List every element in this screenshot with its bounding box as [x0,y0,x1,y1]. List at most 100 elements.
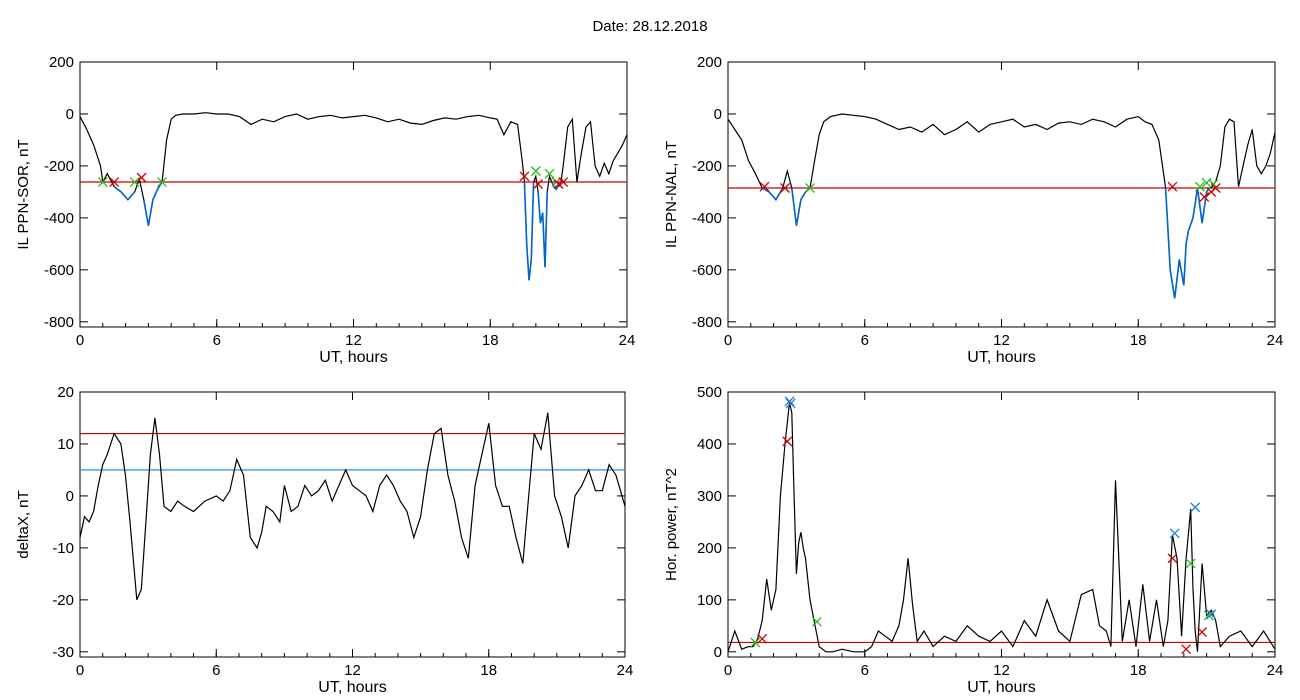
x-tick-label: 24 [1267,332,1284,349]
series-below-threshold [791,187,811,226]
y-tick-label: 0 [66,106,74,123]
y-tick-label: 100 [697,592,722,609]
x-tick-label: 0 [76,662,84,679]
series-below-threshold [1164,187,1212,299]
x-tick-label: 0 [724,662,732,679]
x-tick-label: 24 [617,662,634,679]
marker-blue [1169,528,1180,539]
y-tick-label: -30 [52,644,74,661]
x-tick-label: 6 [861,332,869,349]
marker-green [750,637,761,648]
y-tick-label: 0 [714,106,722,123]
marker-blue [1206,609,1217,620]
y-tick-label: -800 [692,314,722,331]
marker-red [1181,644,1192,655]
y-tick-label: 500 [697,384,722,401]
y-tick-label: -200 [44,158,74,175]
y-tick-label: 200 [697,54,722,71]
y-tick-label: -600 [44,262,74,279]
marker-green [530,166,541,177]
series-line [728,113,1275,299]
y-axis-label: IL PPN-NAL, nT [663,141,680,248]
x-tick-label: 18 [1130,332,1147,349]
y-tick-label: 200 [49,54,74,71]
plot-frame [727,61,1276,328]
plot-frame [727,391,1276,658]
y-tick-label: -600 [692,262,722,279]
marker-blue [785,398,796,409]
marker-green [157,177,168,187]
y-axis-label: Hor. power, nT^2 [663,468,680,581]
marker-red [136,172,147,183]
marker-red [757,633,768,644]
y-tick-label: -400 [44,210,74,227]
marker-red [533,179,544,190]
marker-red [1210,183,1221,193]
y-tick-label: 10 [57,436,74,453]
plot-frame [79,61,628,328]
x-tick-label: 12 [344,662,361,679]
series-line [728,402,1275,653]
chart-il-ppn-sor: 0 6 12 18 24 200 0 -200 -400 -600 -800 UT, hours IL … [15,54,635,366]
series-line [80,412,625,601]
marker-blue [1190,502,1201,513]
y-tick-label: 200 [697,540,722,557]
y-tick-label: -200 [692,158,722,175]
marker-red [558,177,569,187]
plot-frame [79,391,626,658]
marker-green [97,177,108,187]
series-below-threshold [113,186,136,201]
y-tick-label: -400 [692,210,722,227]
chart-hor-power: 0 6 12 18 24 500 400 300 200 100 0 UT, hours Hor. po… [663,384,1283,696]
x-axis-label: UT, hours [967,349,1035,366]
marker-green [1203,610,1214,621]
y-tick-label: 0 [714,644,722,661]
y-tick-label: 20 [57,384,74,401]
y-axis-label: deltaX, nT [15,490,32,558]
y-tick-label: -10 [52,540,74,557]
marker-green [129,177,140,187]
x-axis-label: UT, hours [319,349,387,366]
marker-red [1167,181,1178,192]
marker-green [1185,558,1196,569]
x-tick-label: 24 [1267,662,1284,679]
marker-red [109,177,120,187]
x-axis-label: UT, hours [967,679,1035,696]
x-tick-label: 24 [619,332,636,349]
marker-red [780,183,790,193]
y-tick-label: 400 [697,436,722,453]
marker-red [1167,553,1178,564]
x-tick-label: 12 [993,662,1010,679]
chart-il-ppn-nal: 0 6 12 18 24 200 0 -200 -400 -600 -800 UT, hours IL … [663,54,1283,366]
marker-green [1194,181,1205,192]
series-below-threshold [761,187,784,202]
marker-green [805,183,816,193]
series-below-threshold [523,181,535,281]
marker-red [759,181,770,192]
marker-green [544,168,555,179]
marker-red [782,436,793,447]
x-tick-label: 18 [482,332,499,349]
y-axis-label: IL PPN-SOR, nT [15,139,32,249]
marker-red [1199,192,1210,203]
x-tick-label: 6 [212,662,220,679]
series-below-threshold [143,181,163,226]
x-tick-label: 0 [76,332,84,349]
x-tick-label: 18 [1130,662,1147,679]
y-tick-label: 0 [66,488,74,505]
page-title: Date: 28.12.2018 [592,18,708,35]
marker-red [519,171,530,182]
chart-deltax: 0 6 12 18 24 20 10 0 -10 -20 -30 UT, hours deltaX, n… [15,384,633,696]
x-tick-label: 6 [213,332,221,349]
y-tick-label: -800 [44,314,74,331]
x-tick-label: 12 [345,332,362,349]
marker-green [811,616,822,627]
marker-blue [784,396,795,407]
y-tick-label: 300 [697,488,722,505]
y-tick-label: -20 [52,592,74,609]
x-tick-label: 18 [480,662,497,679]
x-tick-label: 0 [724,332,732,349]
x-axis-label: UT, hours [318,679,386,696]
marker-red [1197,627,1208,638]
